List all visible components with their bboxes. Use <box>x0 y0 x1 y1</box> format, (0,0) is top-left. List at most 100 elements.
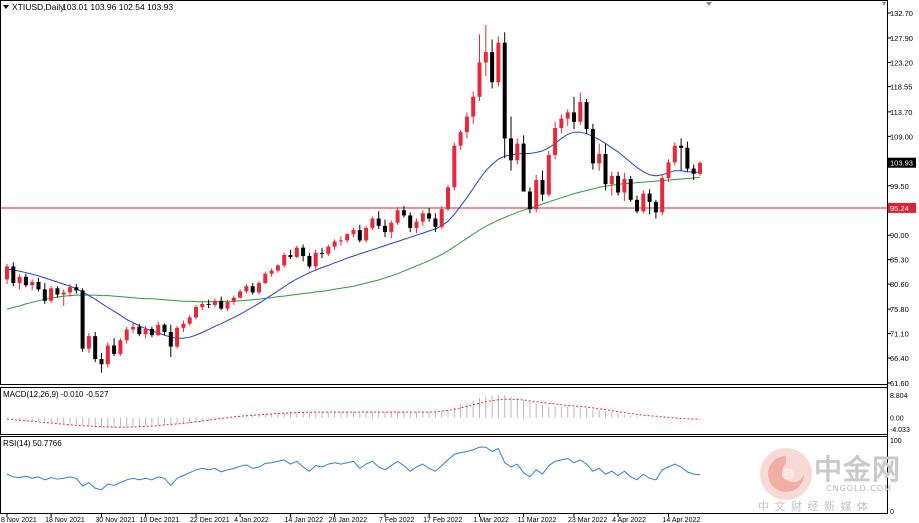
candle-body <box>338 240 343 242</box>
candle <box>49 286 54 303</box>
candle <box>477 34 482 101</box>
candle-body <box>93 336 98 360</box>
candle-body <box>572 112 576 122</box>
candle <box>408 212 413 233</box>
candle-body <box>219 300 224 309</box>
candle <box>219 296 224 311</box>
date-tick-label: 17 Feb 2022 <box>423 517 462 523</box>
candle-body <box>17 276 22 284</box>
candle <box>395 207 400 225</box>
candle-body <box>364 227 369 241</box>
candle-body <box>74 287 79 291</box>
candle <box>565 109 570 126</box>
candle-body <box>80 290 85 349</box>
candle <box>515 138 520 165</box>
candle <box>105 342 110 368</box>
candle-body <box>244 286 249 292</box>
candle <box>420 210 425 226</box>
candle-body <box>691 168 696 174</box>
candle <box>628 175 633 202</box>
candle <box>42 283 47 304</box>
candle <box>666 159 671 183</box>
candle <box>685 141 690 172</box>
candle <box>553 121 558 160</box>
candle <box>616 171 621 196</box>
candle <box>5 263 9 285</box>
candle-body <box>483 52 488 63</box>
chart-shift-icon[interactable] <box>706 2 712 6</box>
candle-body <box>370 218 375 228</box>
candle-body <box>225 301 230 309</box>
candle-body <box>427 213 432 219</box>
price-tick-label: 90.00 <box>890 231 909 240</box>
candle-body <box>137 326 142 335</box>
date-tick-label: 11 Mar 2022 <box>518 517 557 523</box>
candle <box>112 338 117 356</box>
candle-body <box>187 317 192 324</box>
dropdown-triangle-icon[interactable] <box>3 5 9 9</box>
candle <box>559 114 564 134</box>
candle <box>275 264 280 273</box>
candle-body <box>250 286 255 293</box>
candle <box>23 273 28 288</box>
watermark-tagline: 中 文 财 经 新 媒 体 <box>758 500 869 513</box>
candle-body <box>553 128 558 156</box>
candle-body <box>616 175 621 193</box>
candle <box>194 304 198 320</box>
candle-body <box>653 201 658 213</box>
watermark-brand: 中金网 <box>814 453 902 486</box>
candle-body <box>313 252 318 267</box>
candle <box>540 170 545 201</box>
candle <box>433 213 438 233</box>
candle-body <box>685 147 690 169</box>
candle <box>345 233 350 243</box>
candle <box>338 236 343 246</box>
candle <box>370 216 375 231</box>
watermark: 中金网 CNGOLD.COM 中 文 财 经 新 媒 体 <box>752 440 917 513</box>
date-tick-label: 1 Mar 2022 <box>474 517 510 523</box>
candle-body <box>307 256 312 267</box>
candle <box>149 326 154 338</box>
candle-body <box>200 303 205 308</box>
candle-body <box>30 282 35 286</box>
candle-body <box>42 289 47 301</box>
candle-body <box>521 143 526 192</box>
candle-body <box>238 291 243 298</box>
candle-body <box>496 42 501 83</box>
candle-body <box>143 328 148 335</box>
candle-body <box>351 230 356 235</box>
candle-body <box>282 254 287 266</box>
candle <box>137 323 142 337</box>
candle-body <box>672 145 677 163</box>
candle <box>225 299 230 312</box>
candle <box>383 219 387 238</box>
candle-body <box>622 179 627 193</box>
candle <box>414 218 419 234</box>
candle <box>527 187 532 214</box>
candle <box>143 325 148 339</box>
candle-body <box>269 270 274 274</box>
candle <box>502 32 507 159</box>
candle-body <box>294 247 299 258</box>
candle <box>99 352 104 373</box>
candle <box>603 143 608 191</box>
price-tick-label: 118.55 <box>890 83 912 92</box>
candle-body <box>471 96 476 117</box>
candle-body <box>326 246 331 254</box>
candle-body <box>666 162 671 178</box>
candle <box>590 123 595 170</box>
date-tick-label: 10 Dec 2021 <box>140 517 180 523</box>
candle-body <box>590 129 595 164</box>
candle <box>320 247 324 259</box>
candle <box>68 284 72 297</box>
rsi-tick-label: 0 <box>890 509 894 516</box>
price-tick-label: 123.20 <box>890 58 913 67</box>
candle-body <box>698 162 702 174</box>
candle <box>641 190 646 214</box>
autoscroll-icon[interactable] <box>882 2 886 6</box>
date-tick-label: 26 Jan 2022 <box>329 517 368 523</box>
candle-body <box>515 143 520 161</box>
candle-body <box>635 199 639 212</box>
candle-body <box>181 323 186 328</box>
